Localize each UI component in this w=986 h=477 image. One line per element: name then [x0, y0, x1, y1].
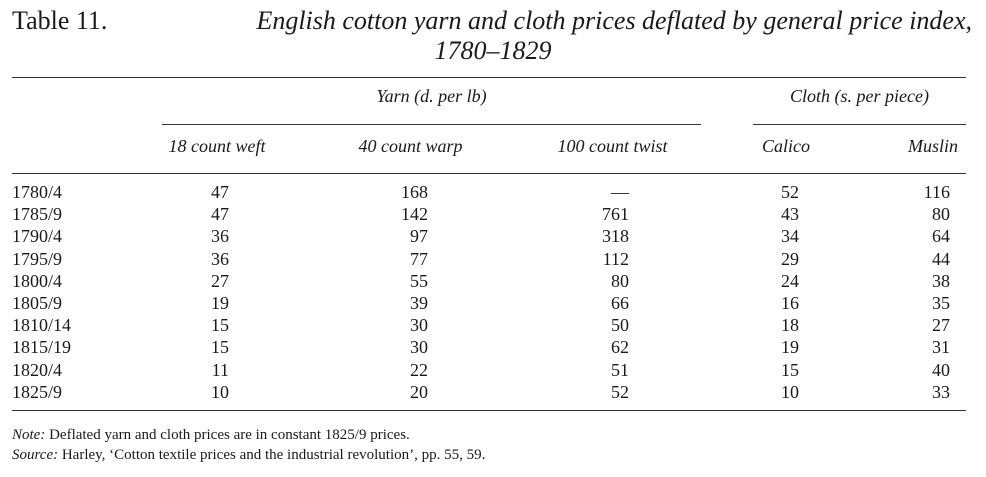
cell-period: 1805/9: [12, 293, 63, 313]
cell-calico: 19: [781, 337, 799, 358]
group-header-yarn: Yarn (d. per lb): [376, 86, 487, 106]
cell-muslin: 80: [932, 204, 950, 225]
cell-40-count-warp: 77: [410, 248, 428, 269]
cell-muslin: 31: [932, 337, 950, 358]
table-row: 1785/9 47 142 761 43 80: [0, 203, 986, 225]
cell-18-count-weft: 15: [211, 337, 229, 358]
cell-muslin: 33: [932, 381, 950, 402]
cell-calico: 15: [781, 359, 799, 380]
note-text: Deflated yarn and cloth prices are in co…: [45, 427, 410, 443]
cell-100-count-twist: 112: [602, 248, 629, 269]
cell-muslin: 40: [932, 359, 950, 380]
cell-100-count-twist: 52: [611, 381, 629, 402]
note-label: Note:: [12, 427, 46, 443]
cell-calico: 43: [781, 204, 799, 225]
cell-calico: 16: [781, 293, 799, 313]
cell-muslin: 116: [923, 182, 950, 202]
cell-40-count-warp: 97: [410, 226, 428, 247]
cell-calico: 18: [781, 315, 799, 336]
cell-calico: 52: [781, 182, 799, 202]
cell-muslin: 64: [932, 226, 950, 247]
cell-18-count-weft: 36: [211, 248, 229, 269]
column-header-18-count-weft: 18 count weft: [168, 136, 266, 156]
cell-40-count-warp: 22: [410, 359, 428, 380]
cell-100-count-twist: 50: [611, 315, 629, 336]
table-row: 1825/9 10 20 52 10 33: [0, 381, 986, 403]
cell-18-count-weft: 10: [211, 381, 229, 402]
table-title-subtitle: 1780–1829: [434, 36, 552, 65]
cell-18-count-weft: 36: [211, 226, 229, 247]
column-header-100-count-twist: 100 count twist: [557, 136, 668, 156]
cell-40-count-warp: 20: [410, 381, 428, 402]
table-title-text: English cotton yarn and cloth prices def…: [256, 6, 972, 35]
cell-100-count-twist: —: [611, 182, 629, 202]
cell-muslin: 27: [932, 315, 950, 336]
bottom-rule: [12, 410, 966, 411]
cell-period: 1780/4: [12, 182, 63, 202]
cell-100-count-twist: 51: [611, 359, 629, 380]
cell-period: 1825/9: [12, 381, 63, 402]
cell-period: 1795/9: [12, 248, 63, 269]
cell-40-count-warp: 39: [410, 293, 428, 313]
column-header-calico: Calico: [762, 136, 810, 156]
table-row: 1815/19 15 30 62 19 31: [0, 336, 986, 358]
cell-calico: 10: [781, 381, 799, 402]
table-row: 1810/14 15 30 50 18 27: [0, 314, 986, 336]
table-row: 1820/4 11 22 51 15 40: [0, 359, 986, 381]
header-rule: [12, 173, 966, 174]
cell-period: 1785/9: [12, 204, 63, 225]
top-rule: [12, 77, 966, 78]
source-text: Harley, ‘Cotton textile prices and the i…: [58, 447, 486, 463]
cell-100-count-twist: 62: [611, 337, 629, 358]
cell-100-count-twist: 761: [602, 204, 629, 225]
cell-muslin: 35: [932, 293, 950, 313]
table-title: Table 11. English cotton yarn and cloth …: [12, 6, 972, 36]
cloth-group-rule: [753, 124, 966, 125]
cell-muslin: 44: [932, 248, 950, 269]
cell-100-count-twist: 66: [611, 293, 629, 313]
cell-18-count-weft: 19: [211, 293, 229, 313]
table-number: Table 11.: [12, 6, 108, 35]
cell-40-count-warp: 30: [410, 337, 428, 358]
cell-100-count-twist: 80: [611, 270, 629, 291]
column-header-40-count-warp: 40 count warp: [358, 136, 463, 156]
cell-40-count-warp: 55: [410, 270, 428, 291]
source-label: Source:: [12, 447, 59, 463]
table-note: Note: Deflated yarn and cloth prices are…: [12, 426, 410, 445]
cell-calico: 34: [781, 226, 799, 247]
cell-18-count-weft: 47: [211, 182, 229, 202]
cell-period: 1800/4: [12, 270, 63, 291]
cell-18-count-weft: 47: [211, 204, 229, 225]
table-row: 1790/4 36 97 318 34 64: [0, 225, 986, 247]
table-row: 1780/4 47 168 — 52 116: [0, 181, 986, 203]
cell-calico: 24: [781, 270, 799, 291]
cell-40-count-warp: 142: [401, 204, 428, 225]
cell-18-count-weft: 27: [211, 270, 229, 291]
cell-18-count-weft: 11: [211, 359, 229, 380]
column-header-muslin: Muslin: [907, 136, 958, 156]
cell-calico: 29: [781, 248, 799, 269]
table-row: 1800/4 27 55 80 24 38: [0, 270, 986, 292]
cell-period: 1790/4: [12, 226, 63, 247]
table-row: 1805/9 19 39 66 16 35: [0, 292, 986, 314]
cell-40-count-warp: 168: [401, 182, 428, 202]
cell-18-count-weft: 15: [211, 315, 229, 336]
cell-period: 1820/4: [12, 359, 63, 380]
cell-muslin: 38: [932, 270, 950, 291]
cell-40-count-warp: 30: [410, 315, 428, 336]
table-row: 1795/9 36 77 112 29 44: [0, 248, 986, 270]
group-header-cloth: Cloth (s. per piece): [790, 86, 929, 106]
cell-period: 1815/19: [12, 337, 72, 358]
table-source: Source: Harley, ‘Cotton textile prices a…: [12, 446, 485, 465]
yarn-group-rule: [162, 124, 701, 125]
cell-100-count-twist: 318: [602, 226, 629, 247]
cell-period: 1810/14: [12, 315, 72, 336]
